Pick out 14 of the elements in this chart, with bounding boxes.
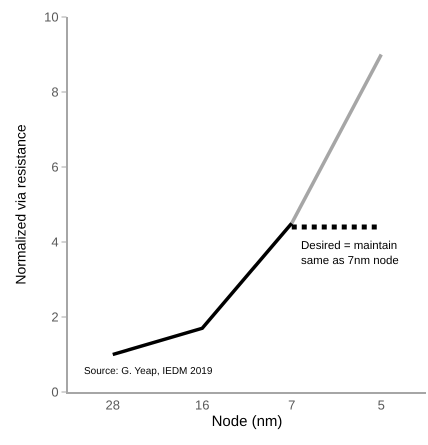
x-tick-label: 7 [288, 397, 296, 412]
y-tick-label: 2 [51, 310, 59, 325]
y-tick-label: 4 [51, 234, 59, 250]
y-axis-title: Normalized via resistance [12, 124, 28, 285]
annotation: Desired = maintain same as 7nm node [301, 240, 399, 267]
y-tick-label: 6 [51, 160, 59, 175]
x-tick-label: 28 [106, 397, 120, 412]
y-tick-label: 8 [51, 84, 59, 100]
annotation: Source: G. Yeap, IEDM 2019 [84, 366, 213, 377]
x-tick-label: 16 [195, 397, 210, 412]
y-tick-label: 10 [44, 10, 59, 25]
x-axis-title: Node (nm) [212, 412, 282, 430]
y-tick-label: 0 [51, 384, 59, 400]
x-tick-label: 5 [378, 397, 385, 412]
